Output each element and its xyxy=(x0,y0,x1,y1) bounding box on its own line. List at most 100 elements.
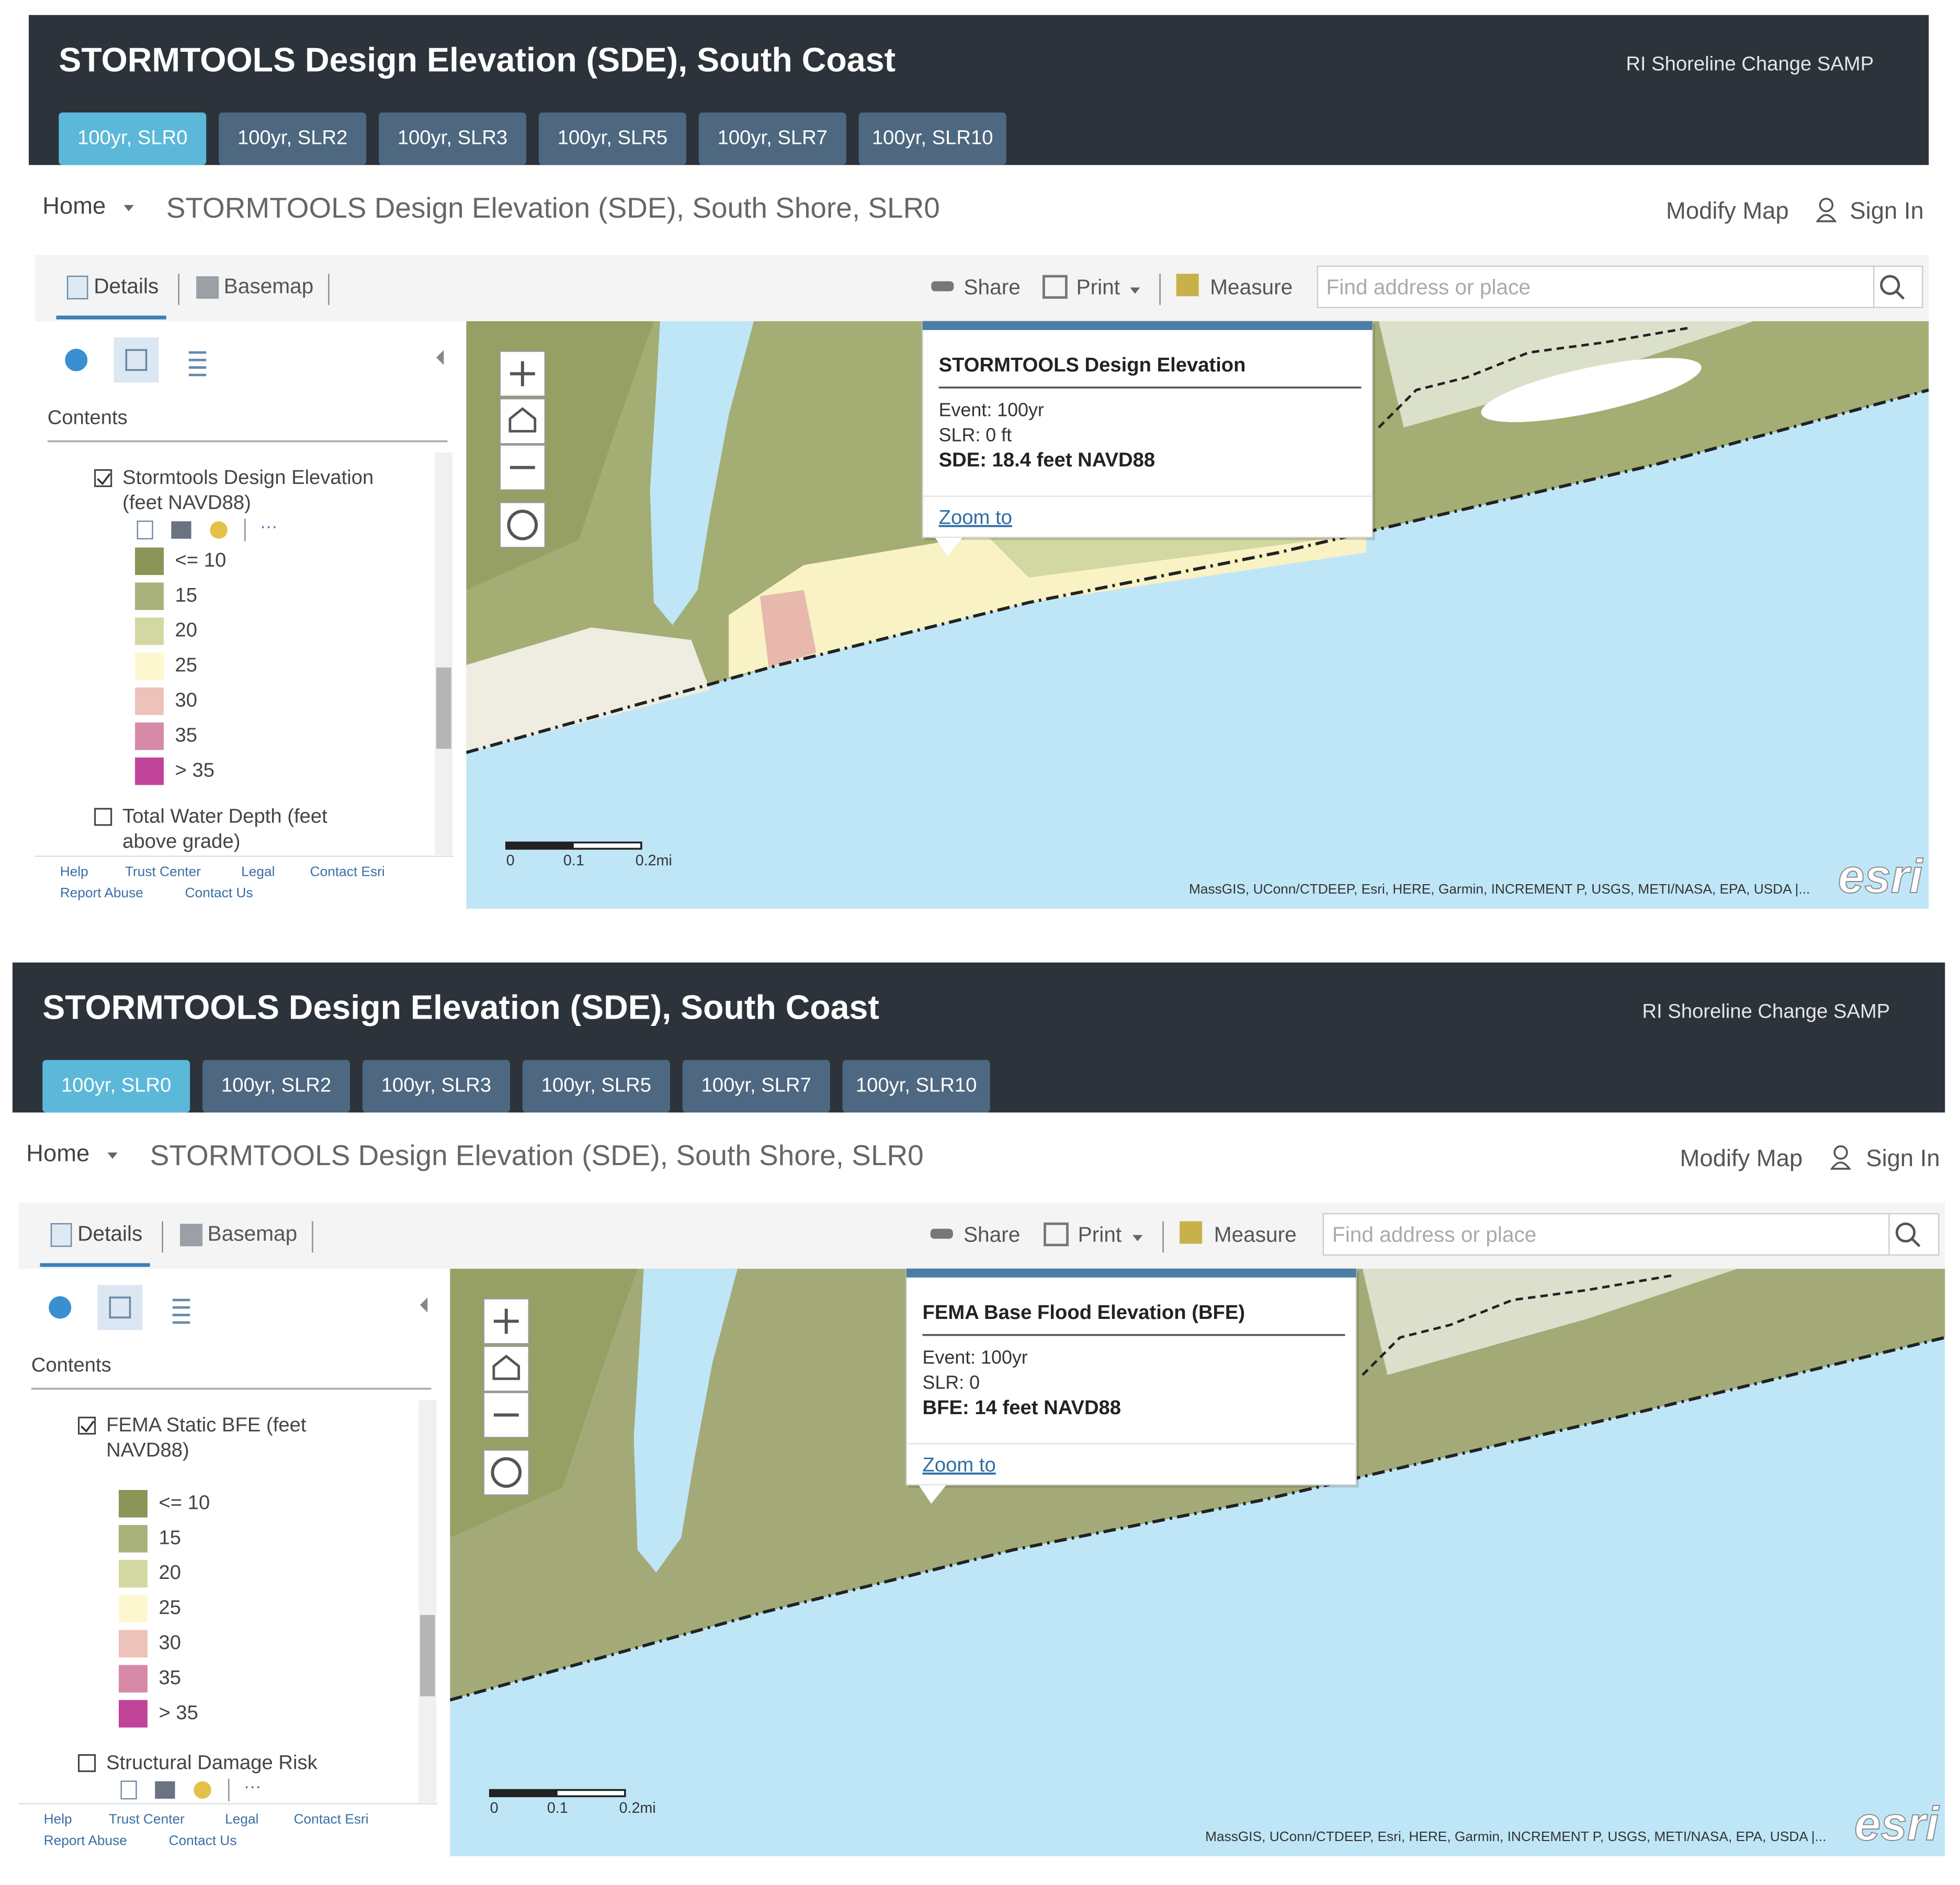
layer-tool[interactable] xyxy=(155,1781,175,1799)
search-placeholder[interactable]: Find address or place xyxy=(1326,275,1531,299)
layer-checkbox[interactable] xyxy=(77,1754,96,1773)
info-icon[interactable] xyxy=(65,348,88,371)
tab[interactable]: 100yr, SLR3 xyxy=(362,1060,510,1113)
more-tool[interactable]: ··· xyxy=(260,517,277,536)
measure-button[interactable]: Measure xyxy=(1214,1223,1297,1247)
details-tab[interactable]: Details xyxy=(94,274,158,298)
home-link[interactable]: Home xyxy=(42,193,106,219)
tab[interactable]: 100yr, SLR7 xyxy=(682,1060,830,1113)
content-icon-bg[interactable] xyxy=(114,337,159,383)
footer-link[interactable]: Help xyxy=(44,1811,72,1827)
tab-label[interactable]: 100yr, SLR7 xyxy=(701,1074,811,1096)
tab[interactable]: 100yr, SLR0 xyxy=(42,1060,190,1113)
share-button[interactable]: Share xyxy=(964,1223,1020,1247)
layer-tool[interactable] xyxy=(120,1780,137,1800)
layer-name[interactable]: NAVD88) xyxy=(106,1439,189,1461)
footer-link[interactable]: Help xyxy=(60,864,88,879)
search-placeholder[interactable]: Find address or place xyxy=(1332,1223,1537,1247)
info-icon[interactable] xyxy=(49,1296,72,1319)
content-icon-bg[interactable] xyxy=(97,1285,143,1330)
tab-bg[interactable] xyxy=(42,1060,190,1113)
share-button[interactable]: Share xyxy=(964,275,1020,299)
print-button[interactable]: Print xyxy=(1078,1223,1122,1247)
footer-link[interactable]: Contact Esri xyxy=(294,1811,369,1827)
layer-tool[interactable] xyxy=(210,521,228,539)
sign-in[interactable]: Sign In xyxy=(1866,1145,1940,1171)
layer-name[interactable]: Stormtools Design Elevation xyxy=(122,466,373,489)
tab-bg[interactable] xyxy=(59,112,207,165)
tab-bg[interactable] xyxy=(202,1060,350,1113)
tab-bg[interactable] xyxy=(522,1060,670,1113)
collapse-icon[interactable] xyxy=(420,1297,428,1313)
tab[interactable]: 100yr, SLR5 xyxy=(538,112,686,165)
tab-label[interactable]: 100yr, SLR2 xyxy=(237,126,347,149)
layer-tool[interactable] xyxy=(137,521,153,539)
layer-tool[interactable] xyxy=(171,521,191,539)
tab-bg[interactable] xyxy=(698,112,846,165)
footer-link[interactable]: Report Abuse xyxy=(44,1832,127,1848)
tab[interactable]: 100yr, SLR2 xyxy=(202,1060,350,1113)
footer-link[interactable]: Contact Us xyxy=(185,885,253,900)
tab-label[interactable]: 100yr, SLR10 xyxy=(872,126,993,149)
layer-checkbox[interactable] xyxy=(94,808,112,826)
home-link[interactable]: Home xyxy=(26,1140,89,1167)
tab-label[interactable]: 100yr, SLR5 xyxy=(541,1074,651,1096)
tab[interactable]: 100yr, SLR10 xyxy=(858,112,1006,165)
measure-button[interactable]: Measure xyxy=(1210,275,1293,299)
tab[interactable]: 100yr, SLR0 xyxy=(59,112,207,165)
tab-label[interactable]: 100yr, SLR0 xyxy=(77,126,187,149)
footer-link[interactable]: Contact Esri xyxy=(310,864,385,879)
tab-bg[interactable] xyxy=(379,112,527,165)
tab[interactable]: 100yr, SLR5 xyxy=(522,1060,670,1113)
scroll-thumb[interactable] xyxy=(420,1615,435,1697)
basemap-tab[interactable]: Basemap xyxy=(208,1221,298,1245)
layer-name[interactable]: above grade) xyxy=(122,830,240,852)
tab-bg[interactable] xyxy=(362,1060,510,1113)
legend-icon[interactable] xyxy=(172,1299,190,1324)
scroll-thumb[interactable] xyxy=(436,667,451,749)
legend-icon[interactable] xyxy=(188,351,207,377)
tab-bg[interactable] xyxy=(858,112,1006,165)
zoom-control[interactable] xyxy=(499,398,546,445)
search-box[interactable] xyxy=(1317,265,1923,308)
tab[interactable]: 100yr, SLR2 xyxy=(219,112,367,165)
tab-bg[interactable] xyxy=(538,112,686,165)
footer-link[interactable]: Trust Center xyxy=(109,1811,185,1827)
layer-name[interactable]: Structural Damage Risk xyxy=(106,1751,318,1774)
footer-link[interactable]: Legal xyxy=(241,864,275,879)
basemap-tab[interactable]: Basemap xyxy=(224,274,314,298)
zoom-to-link[interactable]: Zoom to xyxy=(939,506,1012,529)
layer-name[interactable]: (feet NAVD88) xyxy=(122,491,251,514)
zoom-to-link[interactable]: Zoom to xyxy=(923,1454,996,1476)
sign-in[interactable]: Sign In xyxy=(1850,197,1923,224)
tab[interactable]: 100yr, SLR7 xyxy=(698,112,846,165)
tab-label[interactable]: 100yr, SLR3 xyxy=(381,1074,491,1096)
tab[interactable]: 100yr, SLR3 xyxy=(379,112,527,165)
search-icon[interactable] xyxy=(1895,1222,1916,1243)
tab[interactable]: 100yr, SLR10 xyxy=(842,1060,990,1113)
details-tab[interactable]: Details xyxy=(77,1221,142,1245)
locate-control[interactable] xyxy=(483,1449,530,1496)
footer-link[interactable]: Contact Us xyxy=(169,1832,237,1848)
search-box[interactable] xyxy=(1322,1213,1940,1256)
footer-link[interactable]: Legal xyxy=(225,1811,258,1827)
print-button[interactable]: Print xyxy=(1077,275,1120,299)
more-tool[interactable]: ··· xyxy=(244,1777,261,1796)
modify-map[interactable]: Modify Map xyxy=(1680,1145,1803,1171)
tab-label[interactable]: 100yr, SLR0 xyxy=(61,1074,171,1096)
tab-label[interactable]: 100yr, SLR2 xyxy=(221,1074,331,1096)
tab-label[interactable]: 100yr, SLR5 xyxy=(558,126,667,149)
tab-label[interactable]: 100yr, SLR7 xyxy=(718,126,828,149)
modify-map[interactable]: Modify Map xyxy=(1666,197,1789,224)
tab-bg[interactable] xyxy=(682,1060,830,1113)
footer-link[interactable]: Trust Center xyxy=(125,864,201,879)
layer-tool[interactable] xyxy=(194,1781,211,1799)
search-icon[interactable] xyxy=(1880,275,1900,295)
tab-label[interactable]: 100yr, SLR10 xyxy=(856,1074,977,1096)
locate-control[interactable] xyxy=(499,502,546,548)
layer-name[interactable]: Total Water Depth (feet xyxy=(122,805,327,828)
collapse-icon[interactable] xyxy=(436,349,444,365)
tab-bg[interactable] xyxy=(842,1060,990,1113)
tab-bg[interactable] xyxy=(219,112,367,165)
tab-label[interactable]: 100yr, SLR3 xyxy=(398,126,507,149)
